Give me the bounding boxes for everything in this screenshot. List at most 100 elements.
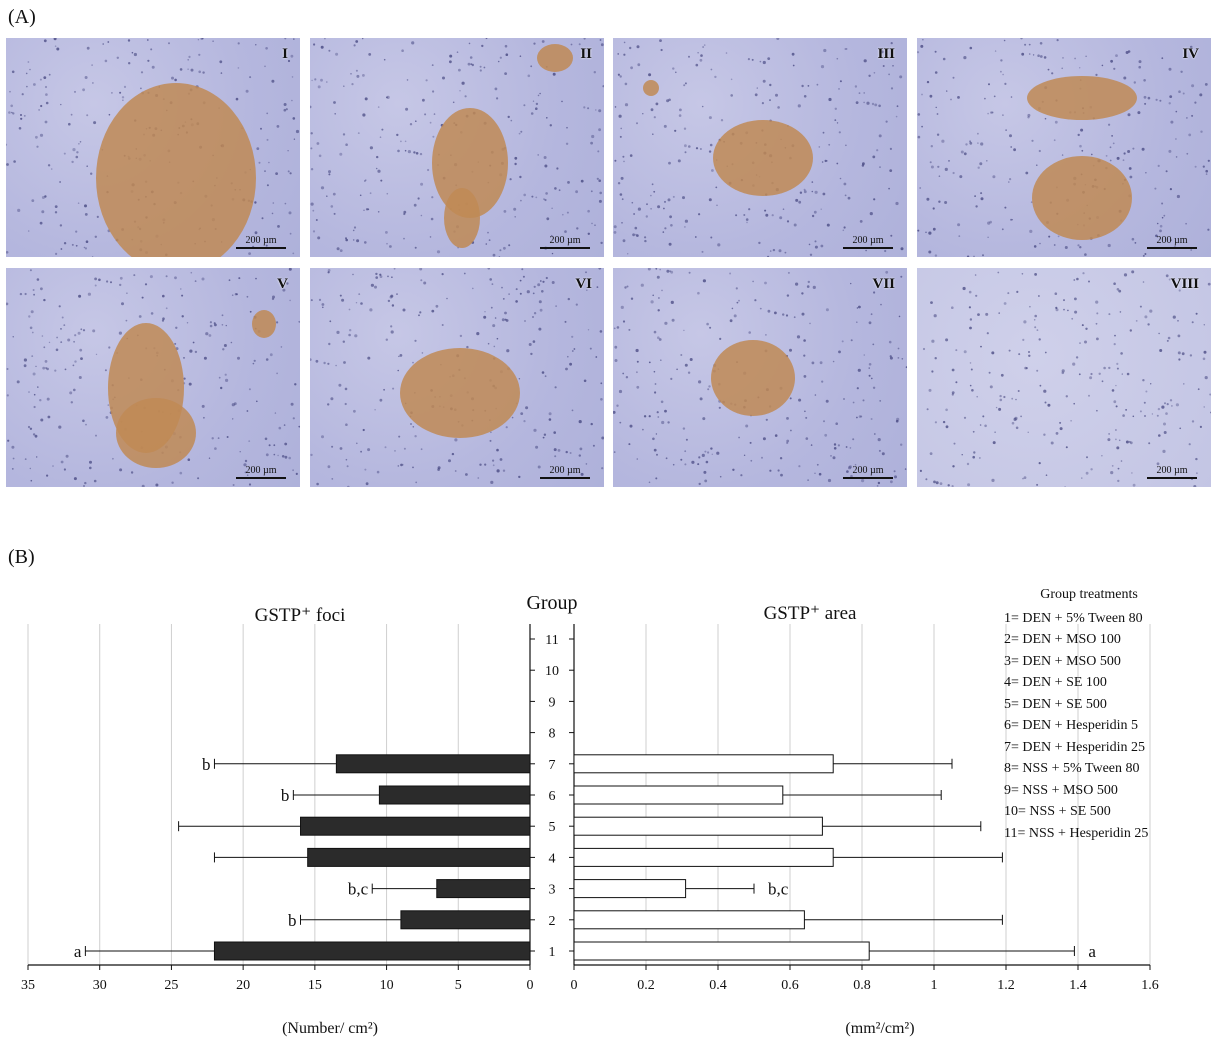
nucleus-dot: [1025, 171, 1029, 175]
nucleus-dot: [314, 78, 317, 81]
nucleus-dot: [1074, 310, 1078, 314]
nucleus-dot: [1016, 290, 1019, 293]
nucleus-dot: [190, 271, 193, 274]
micrograph-label: V: [277, 276, 288, 292]
nucleus-dot: [670, 270, 674, 274]
nucleus-dot: [374, 285, 377, 289]
nucleus-dot: [491, 283, 494, 285]
nucleus-dot: [383, 58, 386, 61]
nucleus-dot: [343, 361, 346, 364]
nucleus-dot: [35, 135, 38, 139]
nucleus-dot: [700, 54, 703, 57]
nucleus-dot: [354, 334, 358, 338]
scale-bar-line: [843, 477, 893, 479]
nucleus-dot: [365, 482, 369, 486]
scale-bar-line: [843, 247, 893, 249]
nucleus-dot: [652, 294, 654, 297]
nucleus-dot: [838, 131, 841, 134]
nucleus-dot: [863, 92, 865, 94]
nucleus-dot: [47, 164, 51, 167]
nucleus-dot: [144, 283, 148, 286]
tissue-texture: [310, 268, 604, 487]
nucleus-dot: [600, 241, 603, 245]
nucleus-dot: [44, 360, 48, 363]
nucleus-dot: [950, 98, 952, 101]
nucleus-dot: [811, 214, 815, 218]
nucleus-dot: [789, 348, 792, 352]
nucleus-dot: [6, 302, 9, 306]
nucleus-dot: [355, 302, 358, 304]
nucleus-dot: [404, 140, 407, 143]
nucleus-dot: [29, 467, 31, 470]
nucleus-dot: [162, 294, 165, 298]
area-bar: [573, 910, 805, 930]
nucleus-dot: [92, 82, 94, 84]
right-chart-title: GSTP⁺ area: [764, 603, 857, 624]
nucleus-dot: [1030, 201, 1033, 204]
nucleus-dot: [446, 297, 448, 300]
nucleus-dot: [748, 208, 751, 211]
nucleus-dot: [977, 166, 980, 169]
nucleus-dot: [777, 469, 780, 472]
nucleus-dot: [222, 348, 225, 351]
nucleus-dot: [1156, 462, 1160, 466]
nucleus-dot: [83, 246, 86, 249]
nucleus-dot: [60, 248, 63, 250]
nucleus-dot: [503, 246, 506, 250]
nucleus-dot: [876, 485, 879, 487]
nucleus-dot: [487, 342, 490, 345]
nucleus-dot: [892, 65, 894, 67]
nucleus-dot: [1203, 324, 1205, 326]
nucleus-dot: [624, 286, 627, 289]
nucleus-dot: [449, 60, 452, 64]
nucleus-dot: [850, 339, 853, 342]
nucleus-dot: [932, 227, 936, 231]
nucleus-dot: [355, 69, 358, 72]
nucleus-dot: [104, 369, 107, 372]
nucleus-dot: [412, 466, 414, 469]
nucleus-dot: [871, 102, 875, 106]
nucleus-dot: [310, 299, 313, 302]
nucleus-dot: [1159, 99, 1162, 102]
area-bar: [573, 754, 834, 774]
nucleus-dot: [952, 76, 955, 79]
nucleus-dot: [1175, 403, 1179, 407]
nucleus-dot: [769, 99, 771, 102]
nucleus-dot: [1105, 155, 1108, 157]
nucleus-dot: [1050, 441, 1054, 445]
nucleus-dot: [904, 468, 907, 470]
nucleus-dot: [341, 298, 345, 302]
gstp-bar-chart: 35 30 25 20 15 10 5 0 0 0.2 0.4 0.6 0.8 1 1.2 1.4 1.6123…: [21, 592, 1159, 1037]
nucleus-dot: [356, 74, 360, 78]
nucleus-dot: [1190, 249, 1193, 251]
nucleus-dot: [499, 458, 503, 461]
nucleus-dot: [650, 300, 654, 304]
nucleus-dot: [855, 101, 859, 104]
nucleus-dot: [431, 309, 435, 313]
nucleus-dot: [1186, 117, 1188, 119]
nucleus-dot: [654, 383, 657, 385]
nucleus-dot: [861, 479, 865, 483]
nucleus-dot: [955, 349, 958, 352]
nucleus-dot: [578, 283, 582, 287]
nucleus-dot: [659, 268, 661, 271]
nucleus-dot: [18, 127, 22, 130]
nucleus-dot: [587, 329, 590, 331]
nucleus-dot: [1191, 114, 1194, 117]
x-tick-label: 15: [308, 978, 322, 993]
nucleus-dot: [786, 294, 790, 297]
nucleus-dot: [1076, 277, 1079, 281]
nucleus-dot: [390, 325, 393, 328]
nucleus-dot: [1108, 313, 1111, 316]
nucleus-dot: [652, 133, 654, 135]
nucleus-dot: [528, 343, 532, 346]
nucleus-dot: [684, 82, 687, 85]
nucleus-dot: [1165, 412, 1168, 415]
nucleus-dot: [535, 102, 539, 106]
nucleus-dot: [958, 235, 961, 238]
nucleus-dot: [190, 68, 194, 72]
nucleus-dot: [1034, 273, 1037, 276]
nucleus-dot: [661, 420, 665, 425]
foci-bar: [307, 847, 531, 867]
nucleus-dot: [683, 84, 686, 87]
